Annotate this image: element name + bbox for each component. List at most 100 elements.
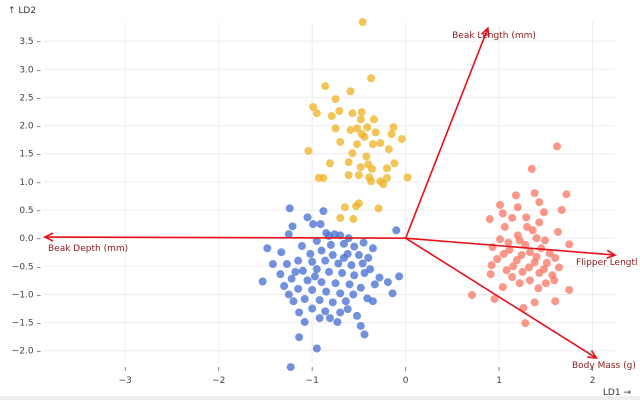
data-point — [356, 163, 365, 172]
data-point — [295, 333, 304, 342]
data-point — [325, 314, 334, 323]
data-point — [317, 278, 326, 287]
data-point — [339, 239, 348, 248]
loading-vectors: Beak Length (mm) Flipper Lengtl Body Mass … — [43, 26, 638, 371]
data-point — [523, 222, 532, 231]
data-point — [328, 298, 337, 307]
data-point — [343, 305, 352, 314]
data-point — [357, 108, 366, 117]
data-point — [535, 218, 544, 227]
data-point — [353, 124, 362, 133]
data-point — [309, 103, 318, 111]
data-point — [397, 135, 406, 144]
data-point — [345, 280, 354, 289]
data-point — [282, 260, 291, 269]
data-point — [388, 289, 397, 298]
data-point — [346, 87, 355, 96]
data-point — [321, 82, 330, 91]
x-axis: −3 −2 −1 0 1 2 — [119, 367, 596, 386]
data-point — [554, 263, 563, 272]
data-point — [288, 222, 297, 231]
data-point — [487, 261, 496, 270]
data-point — [496, 235, 505, 244]
data-point — [303, 276, 312, 285]
x-tick-label: 2 — [590, 376, 596, 386]
x-tick-label: −1 — [306, 376, 319, 386]
data-point — [312, 344, 321, 353]
data-point — [297, 242, 306, 251]
data-point — [468, 291, 476, 300]
y-tick-label: 0.5 – — [19, 206, 41, 216]
data-point — [277, 248, 286, 257]
data-point — [336, 289, 345, 298]
loading-arrow — [405, 237, 597, 359]
data-point — [530, 189, 539, 198]
data-point — [508, 213, 517, 222]
y-axis: 3.5 – 3.0 – 2.5 – 2.0 – 1.5 – 1.0 – 0.5 – 0.0 –… — [12, 37, 42, 357]
data-point — [535, 198, 544, 207]
data-point — [513, 203, 522, 212]
data-point — [308, 304, 317, 313]
data-point — [312, 265, 321, 274]
y-tick-label: 1.0 – — [19, 178, 41, 188]
data-point — [363, 294, 372, 303]
data-point — [502, 266, 511, 275]
y-tick-label: −1.0 – — [12, 290, 42, 300]
data-point — [276, 270, 285, 279]
data-point — [344, 158, 353, 167]
data-point — [553, 227, 562, 236]
data-point — [319, 173, 328, 182]
data-point — [360, 132, 369, 141]
data-point — [309, 220, 318, 229]
x-axis-label: LD1 → — [603, 388, 632, 398]
data-point — [367, 74, 376, 83]
data-point — [331, 95, 340, 104]
data-point — [490, 294, 499, 303]
data-point — [553, 142, 562, 151]
data-point — [294, 256, 303, 265]
loading-arrow — [44, 236, 406, 239]
data-point — [298, 266, 307, 275]
data-point — [331, 279, 340, 288]
data-point — [376, 139, 385, 148]
data-point — [486, 270, 495, 279]
y-tick-label: 2.5 – — [19, 93, 41, 103]
data-point — [512, 256, 521, 265]
y-tick-label: −1.5 – — [12, 319, 42, 329]
data-point — [395, 272, 404, 281]
data-point — [340, 203, 349, 212]
data-point — [268, 260, 277, 269]
data-point — [358, 259, 367, 268]
data-point — [308, 257, 317, 266]
footer-bar — [0, 396, 640, 400]
data-point — [285, 204, 294, 213]
data-point — [371, 128, 380, 137]
data-point — [354, 199, 363, 208]
data-point — [304, 146, 313, 155]
vector-label: Flipper Lengtl — [576, 258, 638, 268]
data-point — [360, 330, 369, 339]
data-point — [565, 240, 574, 249]
x-tick-label: 0 — [403, 376, 409, 386]
data-point — [360, 269, 369, 278]
data-point — [353, 311, 362, 320]
data-point — [534, 284, 543, 293]
data-point — [294, 284, 303, 293]
data-point — [500, 222, 509, 231]
data-point — [498, 283, 507, 292]
data-point — [321, 307, 330, 316]
data-point — [508, 273, 517, 281]
data-point — [284, 230, 293, 239]
data-point — [354, 171, 363, 180]
data-point — [356, 321, 365, 330]
data-point — [344, 171, 353, 180]
data-point — [540, 236, 549, 245]
data-point — [509, 262, 518, 271]
data-point — [390, 159, 399, 168]
data-point — [518, 267, 527, 276]
data-point — [319, 207, 328, 216]
arrow-head — [43, 232, 54, 242]
data-point — [354, 251, 363, 260]
data-point — [539, 265, 548, 274]
data-point — [505, 245, 514, 254]
